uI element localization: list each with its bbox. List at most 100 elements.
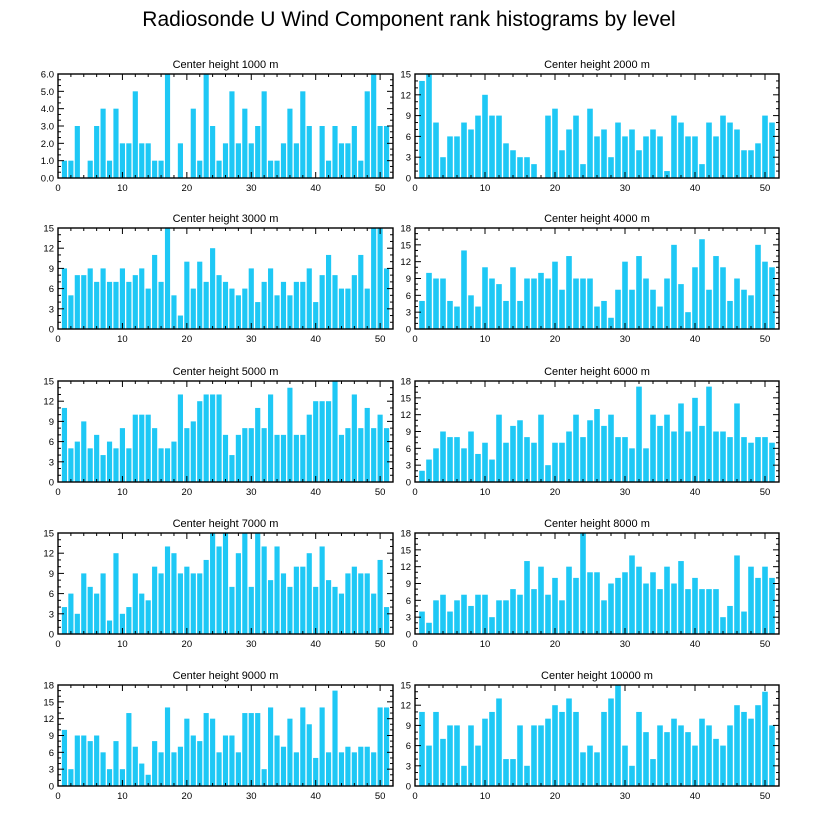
y-tick-label: 3 <box>406 613 411 624</box>
histogram-bar <box>601 600 607 634</box>
x-tick-label: 20 <box>550 639 561 650</box>
y-tick-label: 6 <box>49 284 54 295</box>
histogram-bar <box>383 607 390 634</box>
panel-title: Center height 5000 m <box>173 366 279 378</box>
histogram-bar <box>184 261 190 329</box>
histogram-bar <box>242 288 248 329</box>
histogram-bar <box>510 589 516 634</box>
histogram-bar <box>113 741 119 786</box>
histogram-bar <box>440 594 446 634</box>
histogram-panel: Center height 6000 m 0 10 20 30 40 50 0 3 6 9 12 15 1… <box>400 366 780 498</box>
histogram-bar <box>482 94 488 178</box>
histogram-bar <box>426 745 432 786</box>
histogram-bar <box>461 765 467 786</box>
histogram-bar <box>741 150 747 178</box>
histogram-bar <box>748 150 754 178</box>
histogram-bar <box>351 126 357 178</box>
y-tick-label: 9 <box>49 569 54 580</box>
histogram-bar <box>580 533 586 634</box>
histogram-bar <box>713 431 719 482</box>
histogram-bar <box>748 566 754 634</box>
y-tick-label: 5.0 <box>41 87 54 98</box>
histogram-bar <box>158 573 164 634</box>
histogram-bar <box>594 306 600 329</box>
x-tick-label: 40 <box>310 639 321 650</box>
histogram-bar <box>755 577 761 634</box>
histogram-panel: Center height 1000 m 0 10 20 30 40 50 0.0 1.0 2.0… <box>41 59 394 194</box>
histogram-bar <box>293 566 299 634</box>
histogram-bar <box>319 546 325 634</box>
histogram-bar <box>177 746 183 786</box>
histogram-bar <box>113 553 119 634</box>
histogram-bar <box>255 302 261 329</box>
histogram-bar <box>643 136 649 178</box>
histogram-bar <box>158 160 164 178</box>
histogram-bar <box>608 583 614 634</box>
histogram-bar <box>657 589 663 634</box>
histogram-bar <box>313 757 319 786</box>
histogram-bar <box>713 738 719 786</box>
histogram-bar <box>475 594 481 634</box>
histogram-bar <box>566 256 572 329</box>
y-tick-label: 3 <box>406 308 411 319</box>
histogram-bar <box>280 573 287 634</box>
histogram-bar <box>319 126 325 178</box>
histogram-bar <box>358 573 364 634</box>
histogram-bar <box>664 566 670 634</box>
histogram-bar <box>113 108 119 178</box>
histogram-bar <box>545 115 551 178</box>
histogram-bar <box>119 428 125 482</box>
histogram-bar <box>573 278 579 329</box>
histogram-bar <box>727 437 733 482</box>
histogram-bar <box>447 437 453 482</box>
histogram-bar <box>383 428 390 482</box>
histogram-bar <box>87 268 93 329</box>
y-tick-label: 9 <box>406 721 411 732</box>
histogram-bar <box>229 288 235 329</box>
histogram-bar <box>608 317 614 329</box>
histogram-bar <box>552 442 558 482</box>
histogram-bar <box>489 711 495 786</box>
histogram-bar <box>650 289 656 329</box>
histogram-bar <box>587 420 593 482</box>
histogram-bar <box>419 80 425 178</box>
histogram-bar <box>229 586 235 634</box>
histogram-bar <box>119 769 125 786</box>
histogram-bar <box>741 437 747 482</box>
y-tick-label: 12 <box>43 244 54 255</box>
histogram-bar <box>580 437 586 482</box>
histogram-bar <box>313 401 319 482</box>
y-tick-label: 9 <box>49 264 54 275</box>
histogram-bar <box>510 267 516 329</box>
y-tick-label: 15 <box>43 697 54 708</box>
y-tick-label: 3 <box>49 609 54 620</box>
x-tick-label: 50 <box>375 487 386 498</box>
histogram-bar <box>517 725 523 786</box>
histogram-bar <box>255 713 261 786</box>
y-tick-label: 3 <box>49 304 54 315</box>
histogram-bar <box>74 735 80 786</box>
x-tick-label: 40 <box>310 487 321 498</box>
histogram-bar <box>261 546 267 634</box>
histogram-panel: Center height 2000 m 0 10 20 30 40 50 0 3 6 9 12 15 <box>400 59 780 194</box>
histogram-bar <box>332 126 338 178</box>
histogram-bar <box>678 725 684 786</box>
histogram-bar <box>184 718 190 786</box>
histogram-bar <box>319 275 325 329</box>
histogram-bar <box>358 160 364 178</box>
histogram-bar <box>81 275 87 329</box>
histogram-bar <box>371 752 377 786</box>
histogram-bar <box>332 586 338 634</box>
histogram-bar <box>306 553 312 634</box>
histogram-bar <box>594 136 600 178</box>
x-tick-label: 40 <box>690 791 701 802</box>
histogram-bar <box>461 594 467 634</box>
y-tick-label: 18 <box>400 377 411 388</box>
x-tick-label: 0 <box>412 183 417 194</box>
histogram-bar <box>573 414 579 482</box>
histogram-bar <box>734 705 740 786</box>
x-tick-label: 20 <box>182 334 193 345</box>
histogram-bar <box>145 600 151 634</box>
histogram-bar <box>496 600 502 634</box>
histogram-bar <box>636 256 642 329</box>
